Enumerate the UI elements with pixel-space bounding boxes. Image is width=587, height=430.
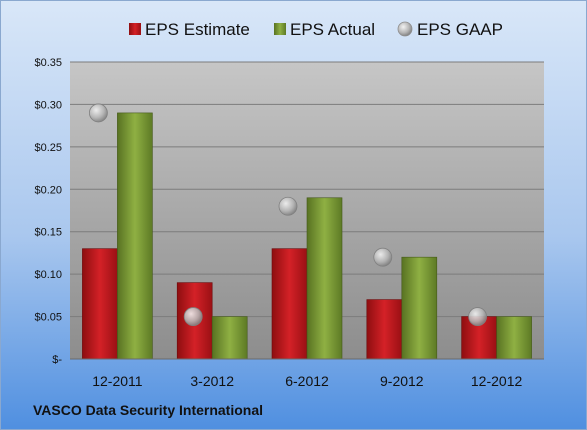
x-tick-label: 12-2012	[471, 373, 523, 389]
y-tick-label: $0.25	[34, 142, 62, 154]
point-eps-gaap	[183, 307, 203, 326]
y-tick-label: $0.30	[34, 99, 62, 111]
legend: EPS Estimate EPS Actual EPS GAAP	[129, 20, 503, 39]
bar-eps-estimate	[82, 248, 118, 360]
legend-marker-gaap	[397, 21, 413, 37]
bar-eps-estimate	[366, 299, 403, 360]
bar-eps-actual	[306, 197, 343, 360]
y-tick-label: $0.15	[34, 227, 62, 239]
x-axis-ticks: 12-2011 3-2012 6-2012 9-2012 12-2012	[92, 373, 522, 389]
bar-eps-estimate	[271, 248, 308, 360]
bar-eps-actual	[211, 316, 248, 360]
y-axis-ticks: $- $0.05 $0.10 $0.15 $0.20 $0.25 $0.30 $0.35	[34, 57, 62, 366]
legend-label-gaap: EPS GAAP	[417, 20, 503, 39]
legend-swatch-estimate	[129, 23, 141, 35]
x-tick-label: 3-2012	[190, 373, 234, 389]
y-tick-label: $-	[52, 354, 62, 366]
y-tick-label: $0.20	[34, 184, 62, 196]
point-eps-gaap	[278, 196, 298, 216]
y-tick-label: $0.10	[34, 269, 62, 281]
bar-eps-actual	[401, 256, 438, 360]
legend-label-actual: EPS Actual	[290, 20, 375, 39]
bars	[82, 112, 532, 360]
point-eps-gaap	[468, 307, 488, 326]
y-tick-label: $0.05	[34, 312, 62, 324]
company-name: VASCO Data Security International	[33, 402, 263, 418]
bar-eps-actual	[496, 316, 532, 360]
x-tick-label: 9-2012	[380, 373, 424, 389]
legend-swatch-actual	[274, 23, 286, 35]
gaap-points	[89, 103, 488, 326]
point-eps-gaap	[89, 103, 108, 123]
point-eps-gaap	[373, 247, 393, 267]
x-tick-label: 12-2011	[92, 373, 143, 389]
x-tick-label: 6-2012	[285, 373, 329, 389]
legend-label-estimate: EPS Estimate	[145, 20, 250, 39]
bar-eps-actual	[117, 112, 153, 360]
y-tick-label: $0.35	[34, 57, 62, 69]
